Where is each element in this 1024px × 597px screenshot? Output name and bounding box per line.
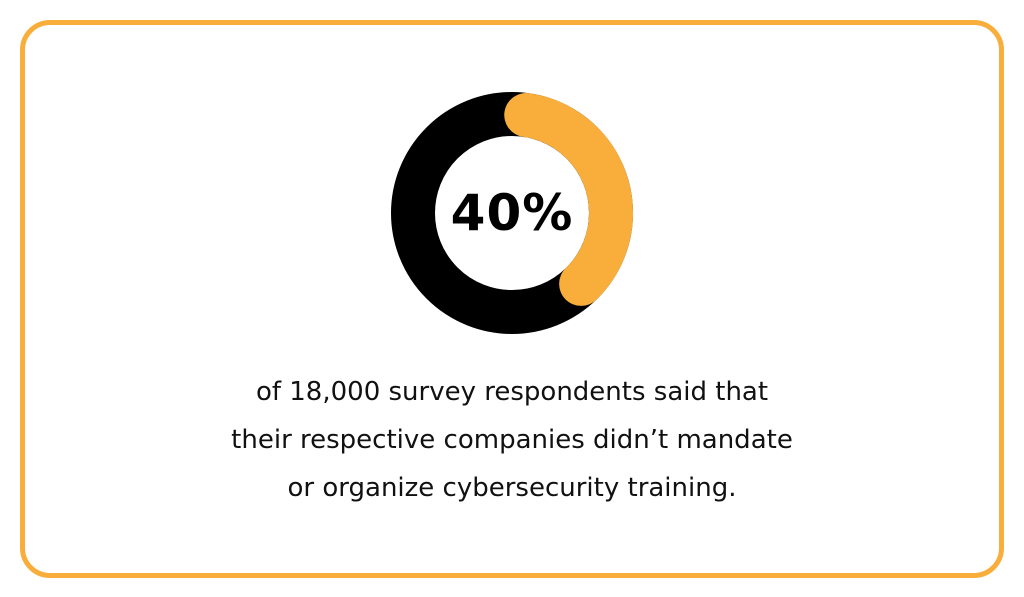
caption-line-3: or organize cybersecurity training. [287,473,737,503]
donut-center-label: 40% [450,184,574,242]
caption-line-1: of 18,000 survey respondents said that [255,377,769,407]
caption: of 18,000 survey respondents said that t… [112,368,912,512]
caption-line-2: their respective companies didn’t mandat… [231,425,793,455]
donut-highlight-segment [504,93,633,306]
